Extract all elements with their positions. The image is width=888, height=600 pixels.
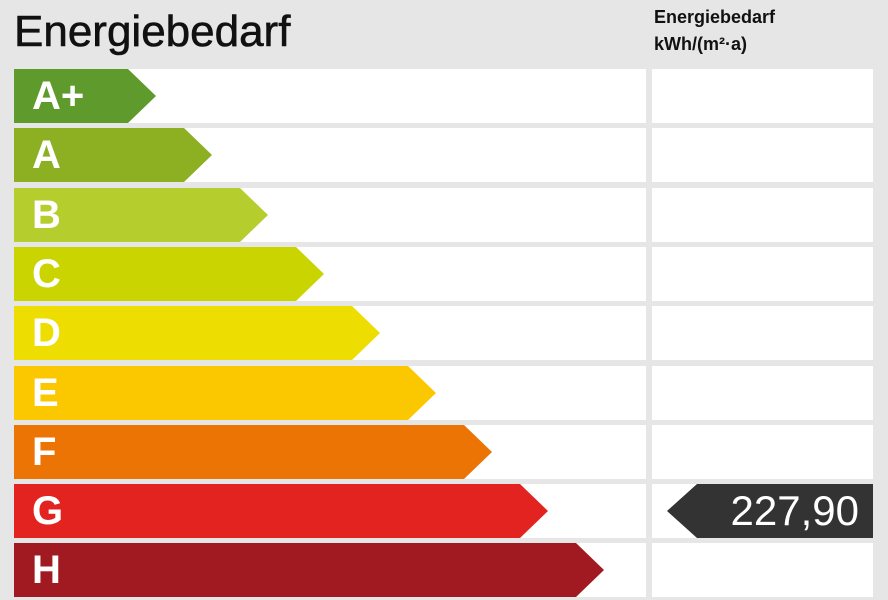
class-row-d: D	[0, 306, 888, 360]
column-header-title: Energiebedarf	[654, 7, 776, 27]
class-row-a-plus: A+	[0, 69, 888, 123]
class-label: A	[32, 133, 61, 177]
class-label: F	[32, 430, 57, 474]
class-row-h: H	[0, 543, 888, 597]
class-arrow: A+	[14, 69, 156, 123]
class-label: H	[32, 548, 61, 592]
class-label: C	[32, 252, 61, 296]
value-cell	[652, 543, 873, 597]
class-label: B	[32, 193, 61, 237]
class-arrow: D	[14, 306, 380, 360]
class-row-b: B	[0, 188, 888, 242]
class-row-f: F	[0, 425, 888, 479]
class-arrow: H	[14, 543, 604, 597]
class-label: E	[32, 371, 59, 415]
class-arrow: G	[14, 484, 548, 538]
class-label: D	[32, 311, 61, 355]
value-cell	[652, 425, 873, 479]
class-arrow: B	[14, 188, 268, 242]
class-label: G	[32, 489, 64, 533]
value-cell	[652, 306, 873, 360]
value-cell	[652, 247, 873, 301]
column-header-unit: kWh/(m²·a)	[654, 34, 747, 54]
value-cell	[652, 188, 873, 242]
value-indicator: 227,90	[667, 484, 873, 538]
indicator-value: 227,90	[730, 487, 859, 534]
page-title: Energiebedarf	[14, 7, 291, 57]
value-cell	[652, 128, 873, 182]
class-label: A+	[32, 74, 85, 118]
class-arrow: E	[14, 366, 436, 420]
class-row-g: G 227,90	[0, 484, 888, 538]
class-row-e: E	[0, 366, 888, 420]
class-arrow: F	[14, 425, 492, 479]
value-cell	[652, 69, 873, 123]
column-header: Energiebedarf kWh/(m²·a)	[654, 4, 775, 58]
value-cell	[652, 366, 873, 420]
class-row-c: C	[0, 247, 888, 301]
class-arrow: A	[14, 128, 212, 182]
class-row-a: A	[0, 128, 888, 182]
class-arrow: C	[14, 247, 324, 301]
